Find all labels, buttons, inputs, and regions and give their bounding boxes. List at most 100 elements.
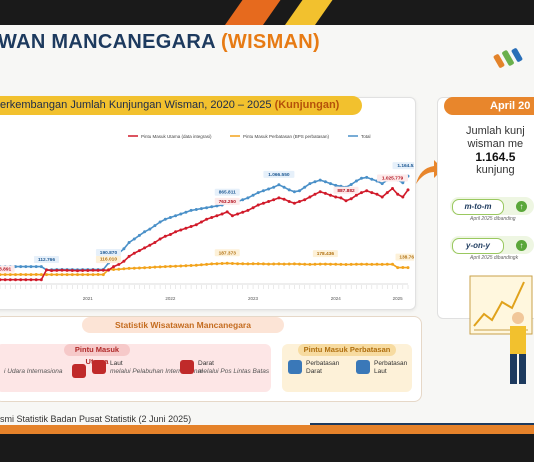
data-point bbox=[163, 265, 167, 269]
data-point bbox=[101, 268, 105, 272]
data-point bbox=[298, 200, 301, 203]
data-point bbox=[14, 265, 17, 269]
data-point bbox=[401, 266, 405, 269]
data-label-bg bbox=[214, 188, 240, 196]
data-point bbox=[292, 262, 296, 266]
data-point bbox=[174, 214, 178, 218]
data-point bbox=[65, 268, 69, 272]
data-point bbox=[96, 268, 100, 272]
data-point bbox=[365, 262, 369, 266]
data-point bbox=[334, 183, 338, 187]
data-point bbox=[158, 237, 162, 241]
data-point bbox=[3, 278, 7, 282]
data-point bbox=[0, 273, 2, 277]
data-point bbox=[261, 201, 265, 205]
data-point bbox=[143, 266, 147, 270]
data-point bbox=[391, 262, 394, 266]
data-point bbox=[267, 262, 271, 266]
data-point bbox=[246, 262, 250, 266]
mtom-note: April 2025 dibanding bbox=[470, 216, 516, 222]
bottom-band bbox=[0, 434, 534, 462]
legend-label: Total bbox=[361, 134, 371, 139]
data-point bbox=[148, 266, 152, 269]
data-point bbox=[323, 191, 327, 195]
top-band bbox=[0, 0, 534, 25]
year-tick-label: 2024 bbox=[331, 296, 342, 301]
data-point bbox=[184, 226, 188, 230]
data-label: 138.760 bbox=[399, 255, 414, 261]
summary-line4: kunjung bbox=[476, 164, 515, 176]
page-title: WAN MANCANEGARA (WISMAN) bbox=[0, 31, 320, 54]
data-point bbox=[153, 224, 157, 228]
data-point bbox=[256, 203, 260, 207]
yellow-stripe bbox=[274, 0, 340, 25]
data-point bbox=[339, 262, 343, 266]
data-point bbox=[29, 278, 33, 282]
data-point bbox=[122, 247, 126, 251]
stat-pd-title: Perbatasan bbox=[306, 360, 340, 367]
data-point bbox=[153, 265, 157, 269]
data-point bbox=[189, 264, 193, 267]
data-point bbox=[287, 262, 291, 266]
data-label: 178.436 bbox=[317, 251, 335, 257]
data-point bbox=[148, 243, 152, 247]
data-point bbox=[39, 273, 43, 277]
data-point bbox=[60, 273, 64, 277]
data-point bbox=[158, 265, 162, 269]
data-point bbox=[277, 183, 281, 187]
data-point bbox=[344, 199, 348, 203]
data-point bbox=[298, 189, 301, 193]
data-point bbox=[14, 273, 17, 277]
data-point bbox=[148, 227, 152, 231]
data-point bbox=[225, 210, 229, 214]
data-point bbox=[354, 262, 358, 266]
data-point bbox=[365, 175, 369, 179]
summary-line2: wisman me bbox=[467, 138, 524, 150]
stat-laut-title: Laut bbox=[110, 360, 123, 367]
data-point bbox=[396, 266, 400, 270]
data-point bbox=[112, 268, 116, 271]
data-point bbox=[127, 241, 131, 244]
data-point bbox=[14, 278, 17, 282]
data-point bbox=[349, 262, 353, 266]
data-point bbox=[132, 237, 136, 241]
data-point bbox=[277, 196, 281, 200]
presenter-illustration-icon bbox=[469, 275, 533, 384]
data-point bbox=[189, 208, 193, 212]
data-point bbox=[70, 273, 74, 277]
year-tick-label: 2023 bbox=[248, 296, 259, 301]
summary-value: 1.164.5 bbox=[475, 150, 516, 164]
data-point bbox=[298, 262, 301, 266]
data-point bbox=[334, 195, 338, 199]
data-point bbox=[189, 225, 193, 228]
data-point bbox=[81, 273, 85, 277]
mtom-pill: m-to-m bbox=[452, 199, 504, 215]
bps-logo-icon bbox=[493, 48, 523, 68]
data-point bbox=[349, 197, 353, 201]
data-point bbox=[220, 262, 224, 265]
data-point bbox=[406, 266, 410, 270]
data-point bbox=[163, 234, 167, 238]
data-point bbox=[76, 273, 79, 277]
data-point bbox=[8, 273, 12, 277]
data-point bbox=[112, 265, 116, 269]
data-point bbox=[96, 273, 100, 276]
data-point bbox=[313, 192, 317, 196]
legend-label: Pintu Masuk Utama (data integrasi) bbox=[141, 134, 212, 139]
data-point bbox=[199, 220, 203, 224]
stat-udara-sub: i Udara Internasiona bbox=[4, 368, 63, 375]
data-point bbox=[81, 269, 85, 272]
data-point bbox=[385, 262, 389, 266]
data-point bbox=[45, 273, 48, 277]
data-point bbox=[323, 180, 327, 184]
data-point bbox=[127, 254, 131, 258]
data-point bbox=[251, 193, 255, 197]
data-point bbox=[370, 262, 374, 266]
data-point bbox=[70, 269, 74, 272]
data-label-bg bbox=[214, 197, 240, 205]
data-label-bg bbox=[377, 174, 409, 182]
data-point bbox=[122, 259, 126, 263]
data-point bbox=[277, 262, 281, 266]
data-point bbox=[267, 187, 271, 191]
data-point bbox=[210, 216, 214, 219]
